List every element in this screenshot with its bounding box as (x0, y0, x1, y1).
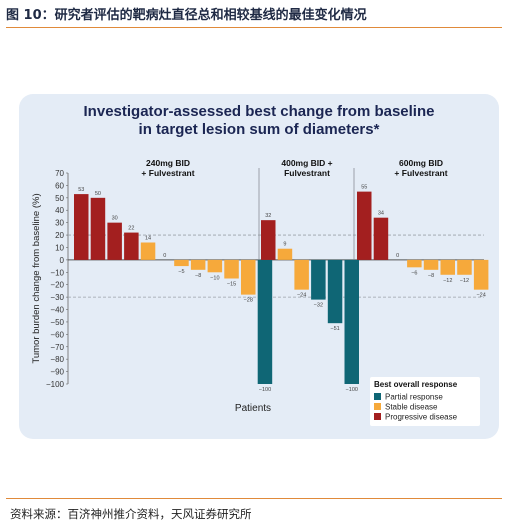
bar (407, 259, 422, 268)
bar-value-label: −10 (210, 275, 219, 281)
y-tick-label: 10 (55, 243, 64, 252)
bar-value-label: −15 (227, 282, 236, 288)
y-tick-label: −100 (46, 380, 65, 389)
bar-value-label: −8 (428, 273, 434, 279)
bar-value-label: −28 (244, 298, 253, 304)
bar (423, 259, 439, 270)
bar (261, 220, 276, 260)
bar-value-label: 30 (112, 216, 118, 222)
bar (440, 259, 455, 275)
y-tick-label: 20 (55, 231, 64, 240)
top-divider (6, 27, 502, 28)
bar (294, 259, 309, 290)
legend-title: Best overall response (374, 380, 458, 389)
group-label: 600mg BID (399, 158, 443, 168)
group-label: 400mg BID + (281, 158, 332, 168)
bar-value-label: −6 (411, 270, 417, 276)
bar (124, 232, 139, 260)
bar-value-label: −8 (195, 273, 201, 279)
y-axis-label: Tumor burden change from baseline (%) (31, 193, 42, 363)
legend-entry: Partial response (385, 393, 443, 402)
bar (473, 259, 489, 290)
bar-value-label: 50 (95, 191, 101, 197)
y-tick-label: 40 (55, 206, 64, 215)
bar (311, 259, 326, 300)
y-tick-label: 60 (55, 181, 64, 190)
y-tick-label: −30 (50, 293, 64, 302)
legend-swatch (374, 393, 381, 400)
bar-value-label: −5 (178, 269, 184, 275)
bar (140, 242, 156, 260)
bar-value-label: −51 (330, 326, 339, 332)
bar-value-label: 55 (361, 185, 367, 191)
bar (190, 259, 206, 270)
bar-value-label: 53 (78, 187, 84, 193)
bar (174, 259, 189, 267)
bar-value-label: −24 (297, 293, 306, 299)
group-label: + Fulvestrant (141, 168, 194, 178)
bar (74, 194, 89, 260)
bar-value-label: −100 (259, 387, 271, 393)
group-label: 240mg BID (146, 158, 190, 168)
source-note: 资料来源：百济神州推介资料，天风证券研究所 (10, 507, 252, 521)
bar-value-label: −12 (460, 278, 469, 284)
group-label: + Fulvestrant (394, 168, 447, 178)
bar-value-label: −32 (314, 303, 323, 309)
bar-value-label: 22 (128, 226, 134, 232)
bar-value-label: 0 (163, 253, 166, 259)
x-axis-label: Patients (235, 403, 271, 414)
bar (90, 197, 106, 260)
chart-title-line-1: Investigator-assessed best change from b… (83, 103, 435, 120)
bar-value-label: −12 (443, 278, 452, 284)
bar (327, 259, 343, 324)
y-tick-label: −70 (50, 343, 64, 352)
y-tick-label: −90 (50, 368, 64, 377)
figure-title: 图 10：研究者评估的靶病灶直径总和相较基线的最佳变化情况 (6, 8, 367, 23)
bar (224, 259, 239, 279)
bar-value-label: 34 (378, 211, 384, 217)
group-label: Fulvestrant (284, 168, 330, 178)
y-tick-label: −20 (50, 281, 64, 290)
legend-entry: Stable disease (385, 403, 438, 412)
bar (277, 248, 293, 260)
legend-swatch (374, 413, 381, 420)
y-tick-label: 70 (55, 169, 64, 178)
y-tick-label: −40 (50, 306, 64, 315)
legend-swatch (374, 403, 381, 410)
bar (344, 259, 359, 384)
bar-value-label: −24 (476, 293, 485, 299)
bar (357, 191, 372, 260)
bottom-divider (6, 498, 502, 499)
bar (241, 259, 256, 295)
bar (373, 217, 389, 260)
legend-box (370, 377, 480, 426)
bar (207, 259, 223, 273)
legend-entry: Progressive disease (385, 413, 458, 422)
y-tick-label: −80 (50, 355, 64, 364)
y-tick-label: 0 (60, 256, 65, 265)
y-tick-label: −10 (50, 268, 64, 277)
chart-title-line-2: in target lesion sum of diameters* (138, 121, 380, 138)
y-tick-label: 30 (55, 219, 64, 228)
y-tick-label: −60 (50, 330, 64, 339)
bar-value-label: −100 (346, 387, 358, 393)
y-tick-label: 50 (55, 194, 64, 203)
bar (107, 222, 122, 260)
y-tick-label: −50 (50, 318, 64, 327)
bar (457, 259, 472, 275)
bar (257, 259, 273, 384)
bar-value-label: 32 (265, 213, 271, 219)
bar-value-label: 9 (283, 242, 286, 248)
bar-value-label: 14 (145, 236, 151, 242)
bar-value-label: 0 (396, 253, 399, 259)
